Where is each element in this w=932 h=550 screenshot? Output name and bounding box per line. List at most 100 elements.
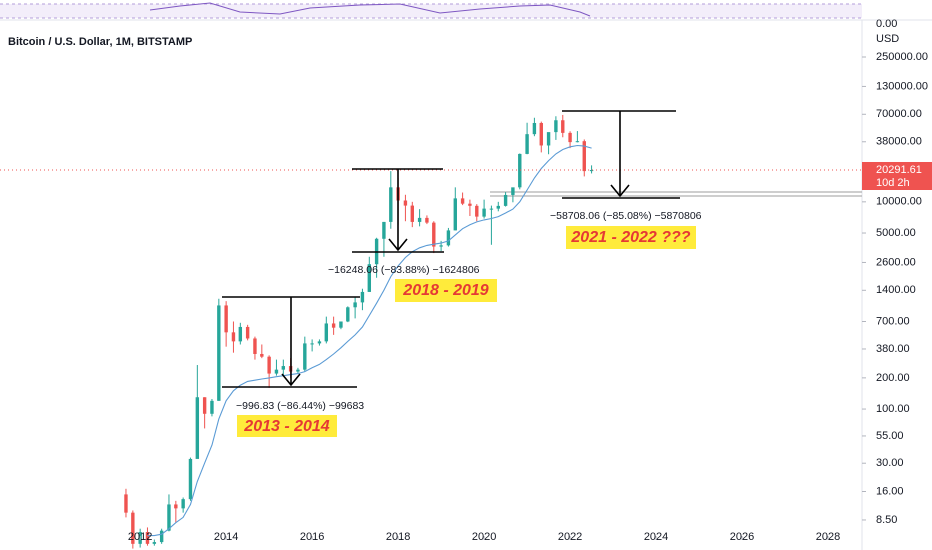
candle-body — [460, 198, 465, 204]
y-tick-label: 200.00 — [876, 372, 910, 384]
candle-body — [568, 132, 572, 143]
candle-body — [389, 187, 393, 222]
candle-body — [210, 400, 214, 414]
y-tick-label: 10000.00 — [876, 196, 922, 208]
candle-body — [324, 323, 329, 342]
candle-body — [217, 305, 221, 401]
candle-body — [439, 245, 443, 247]
candle-body — [195, 397, 200, 459]
y-tick-label: 55.00 — [876, 430, 904, 442]
y-tick-label: 100.00 — [876, 403, 910, 415]
x-tick-label: 2014 — [214, 531, 238, 543]
y-tick-label: 380.00 — [876, 343, 910, 355]
period-box — [237, 415, 337, 437]
candle-body — [188, 458, 193, 500]
candle-body — [367, 264, 372, 292]
candle-body — [346, 307, 350, 322]
x-tick-label: 2018 — [386, 531, 410, 543]
candle-body — [281, 366, 286, 370]
measure-label: −58708.06 (−85.08%) −5870806 — [550, 210, 702, 222]
y-tick-label: 8.50 — [876, 514, 897, 526]
x-tick-label: 2022 — [558, 531, 582, 543]
indicator-pane: 0.00 — [0, 2, 932, 30]
y-tick-label: 5000.00 — [876, 227, 916, 239]
candle-body — [425, 217, 429, 223]
candle-body — [224, 305, 228, 333]
candle-body — [303, 343, 307, 370]
candle-body — [446, 230, 451, 246]
candle-body — [511, 187, 515, 195]
candle-body — [202, 397, 207, 414]
candle-body — [145, 532, 150, 544]
drawdown-bracket — [562, 110, 680, 199]
measure-label: −996.83 (−86.44%) −99683 — [236, 400, 364, 412]
candle-body — [159, 530, 164, 543]
candle-body — [410, 205, 414, 222]
candle-body — [310, 343, 314, 345]
candle-body — [245, 326, 250, 339]
y-tick-label: 30.00 — [876, 457, 904, 469]
y-tick-label: 2600.00 — [876, 256, 916, 268]
last-price-label: 20291.61 — [876, 164, 922, 176]
candle-body — [238, 326, 243, 342]
candle-body — [475, 205, 479, 217]
candle-body — [167, 504, 171, 531]
candle-body — [260, 353, 264, 357]
candle-body — [518, 153, 522, 188]
candle-body — [453, 198, 457, 231]
y-tick-label: 1400.00 — [876, 284, 916, 296]
x-tick-label: 2024 — [644, 531, 668, 543]
candle-body — [231, 332, 236, 342]
y-tick-label: 38000.00 — [876, 136, 922, 148]
x-tick-label: 2028 — [816, 531, 840, 543]
candle-body — [489, 208, 494, 210]
candle-body — [174, 504, 178, 509]
y-tick-label: 250000.00 — [876, 51, 928, 63]
last-price-box — [862, 161, 932, 190]
period-box — [566, 226, 696, 249]
moving-average — [147, 144, 592, 537]
x-tick-label: 2026 — [730, 531, 754, 543]
countdown-label: 10d 2h — [876, 177, 910, 189]
indicator-label: 0.00 — [876, 18, 897, 30]
candle-body — [339, 321, 343, 328]
candle-body — [360, 291, 365, 303]
drawdown-bracket — [352, 168, 444, 253]
candle-body — [417, 217, 422, 222]
candle-body — [525, 134, 529, 154]
period-label: 2013 - 2014 — [243, 418, 330, 435]
period-box — [395, 279, 497, 302]
candle-body — [539, 122, 543, 146]
candle-body — [432, 222, 436, 247]
candle-body — [296, 369, 300, 372]
candle-body — [561, 120, 565, 133]
y-tick-label: 700.00 — [876, 315, 910, 327]
x-tick-label: 2016 — [300, 531, 324, 543]
drawings: −996.83 (−86.44%) −99683 2013 - 2014 −16… — [222, 110, 702, 437]
period-label: 2021 - 2022 ??? — [570, 229, 690, 246]
candle-body — [131, 512, 135, 544]
candle-body — [181, 499, 185, 509]
indicator-line — [149, 2, 591, 17]
candle-body — [582, 141, 586, 172]
candle-body — [317, 341, 322, 344]
candle-body — [482, 208, 486, 217]
y-tick-label: 16.00 — [876, 485, 904, 497]
candle-body — [532, 122, 537, 135]
measure-label: −16248.06 (−83.88%) −1624806 — [328, 264, 480, 276]
candle-body — [468, 203, 472, 206]
y-tick-label: 130000.00 — [876, 80, 928, 92]
candle-body — [382, 221, 386, 239]
chart-title: Bitcoin / U.S. Dollar, 1M, BITSTAMP — [8, 36, 192, 48]
candle-body — [152, 542, 157, 544]
candle-body — [124, 494, 128, 513]
candle-body — [274, 369, 279, 374]
candle-body — [575, 141, 580, 143]
plot-area — [0, 114, 862, 549]
y-tick-label: 70000.00 — [876, 108, 922, 120]
candle-body — [589, 169, 594, 172]
candle-body — [253, 338, 257, 354]
candle-body — [331, 323, 336, 328]
